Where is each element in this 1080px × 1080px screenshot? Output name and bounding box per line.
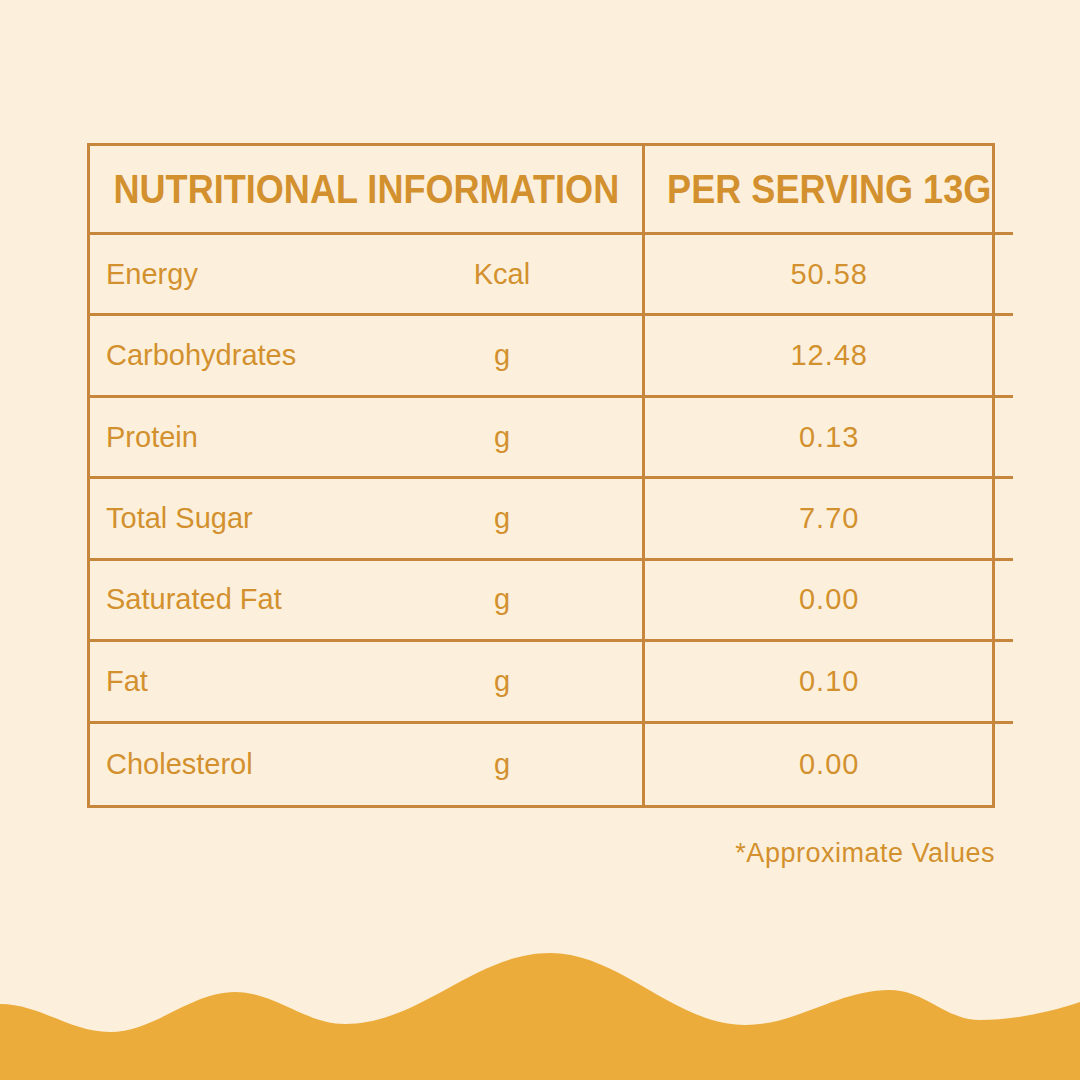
bottom-wave-decoration — [0, 0, 1080, 1080]
nutrition-label-page: NUTRITIONAL INFORMATION PER SERVING 13G … — [0, 0, 1080, 1080]
